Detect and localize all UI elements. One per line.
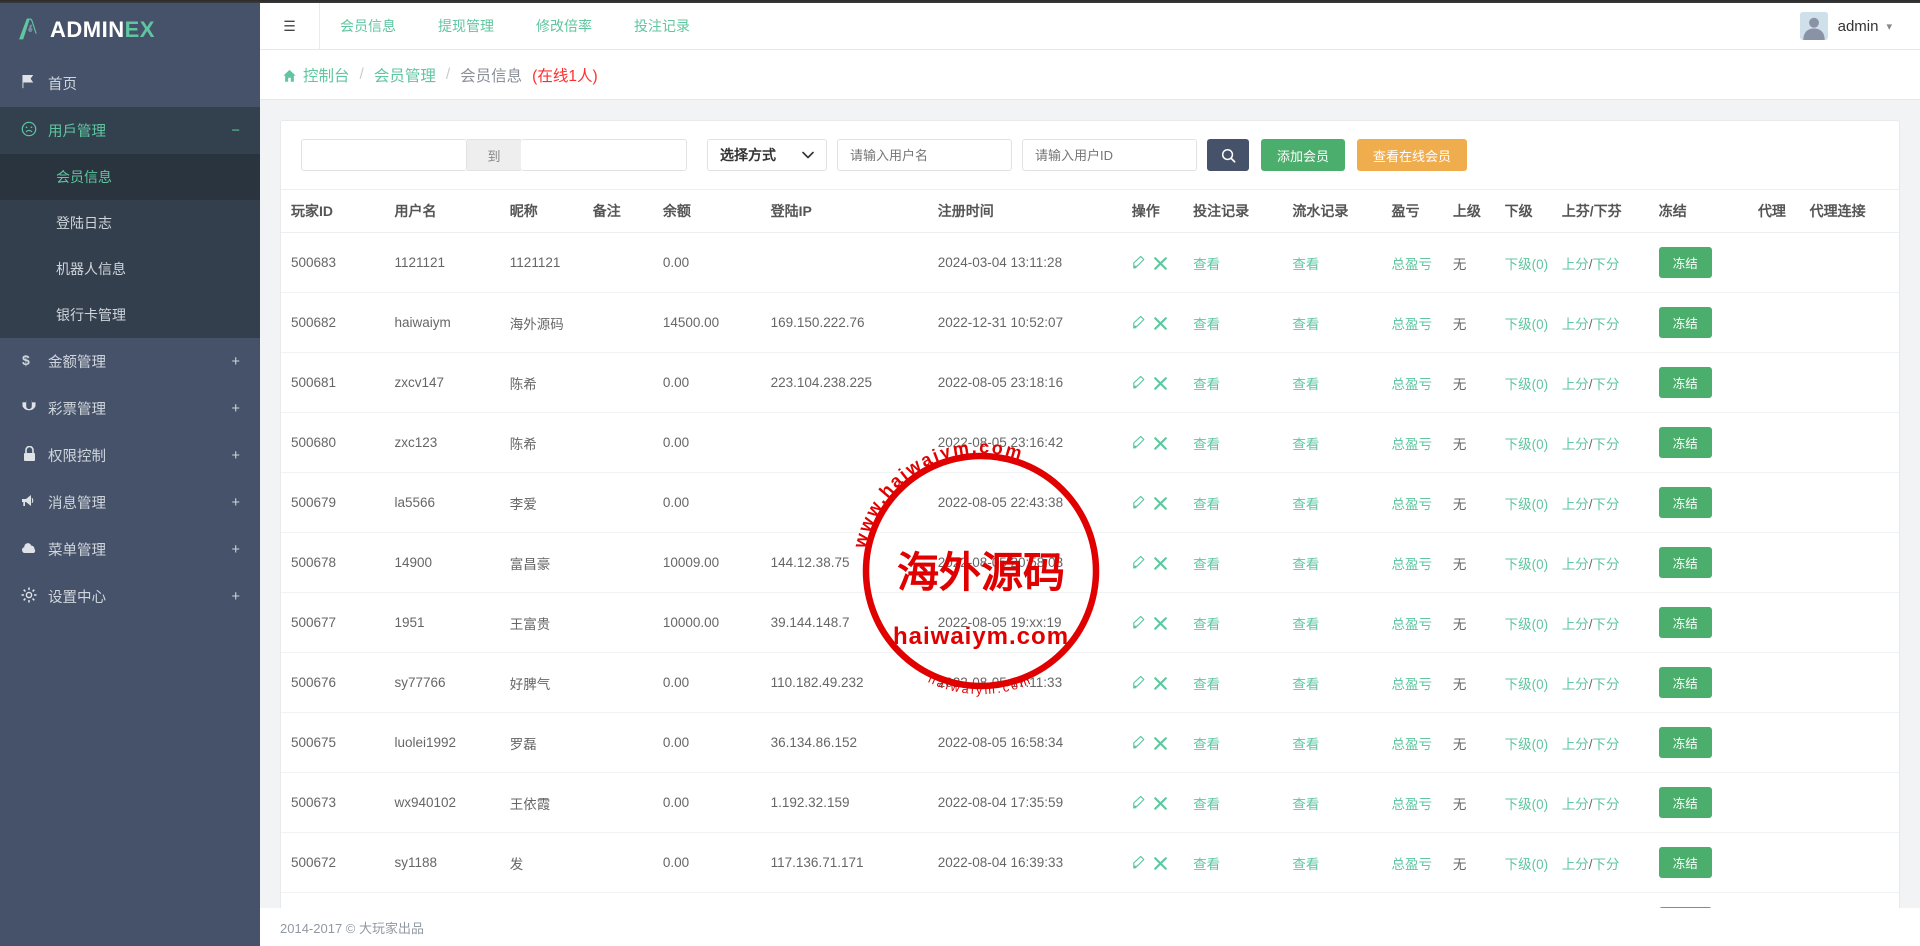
- svg-text:$: $: [22, 352, 30, 368]
